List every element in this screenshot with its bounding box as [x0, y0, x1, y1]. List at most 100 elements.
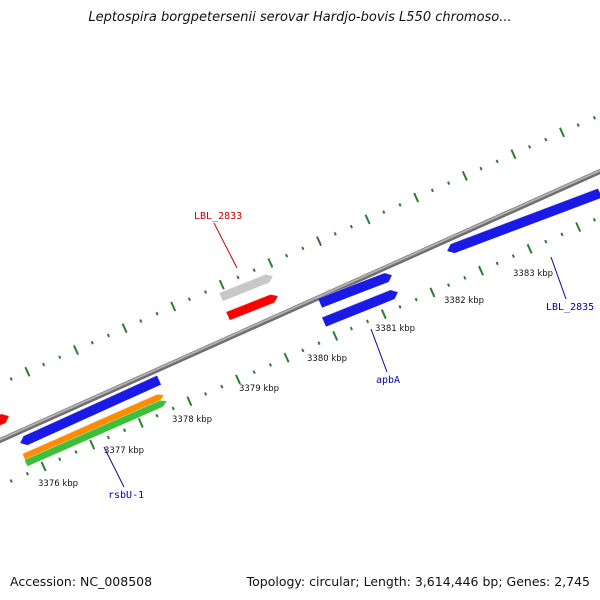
- tick-minor: [560, 232, 564, 237]
- gene-label-leader: [103, 446, 125, 488]
- tick-minor: [479, 166, 483, 171]
- gene-blue-left-sheen: [19, 374, 158, 444]
- gene-features: [0, 187, 600, 467]
- tick-minor: [430, 188, 434, 193]
- tick-major: [461, 170, 468, 181]
- tick-labels: 3376 kbp 3377 kbp 3378 kbp 3379 kbp 3380 kbp…: [38, 269, 553, 489]
- tick-major: [137, 417, 144, 428]
- tick-minor: [349, 326, 353, 331]
- gene-label-leader: [370, 328, 388, 373]
- tick-minor: [495, 261, 499, 266]
- tick-minor: [139, 319, 143, 323]
- tick-label: 3382 kbp: [444, 296, 484, 306]
- tick-minor: [333, 232, 337, 236]
- tick-major: [380, 309, 387, 320]
- tick-minor: [511, 254, 515, 258]
- gene-label: LBL_2835: [546, 302, 594, 313]
- gene-lbl-2835: [447, 188, 600, 254]
- tick-minor: [42, 362, 46, 367]
- tick-major: [24, 366, 31, 377]
- tick-label: 3378 kbp: [172, 415, 212, 425]
- tick-minor: [592, 217, 596, 222]
- tick-minor: [398, 305, 402, 309]
- gene-rsbu-1-sheen: [24, 399, 168, 461]
- tick-major: [186, 396, 193, 407]
- map-title: Leptospira borgpetersenii serovar Hardjo…: [88, 10, 512, 25]
- tick-minor: [220, 384, 224, 389]
- tick-minor: [382, 210, 386, 215]
- tick-major: [121, 323, 128, 334]
- tick-minor: [106, 435, 110, 440]
- tick-label: 3383 kbp: [513, 269, 553, 279]
- tick-label: 3380 kbp: [307, 354, 347, 364]
- tick-label: 3381 kbp: [375, 324, 415, 334]
- gene-lbl-2833-gray: [219, 274, 273, 302]
- tick-minor: [236, 275, 240, 280]
- tick-minor: [25, 471, 29, 476]
- gene-label-leader: [550, 256, 567, 300]
- tick-minor: [447, 283, 451, 287]
- tick-minor: [155, 311, 159, 316]
- tick-minor: [495, 159, 499, 164]
- tick-major: [429, 287, 436, 298]
- tick-minor: [317, 341, 321, 346]
- tick-minor: [398, 203, 402, 207]
- tick-major: [218, 279, 225, 290]
- tick-major: [559, 127, 565, 138]
- tick-major: [575, 222, 582, 233]
- gene-label: apbA: [376, 375, 400, 386]
- tick-major: [364, 214, 371, 225]
- tick-minor: [544, 137, 548, 142]
- tick-minor: [9, 479, 13, 483]
- tick-minor: [268, 363, 272, 367]
- tick-minor: [9, 377, 13, 381]
- tick-label: 3379 kbp: [239, 384, 279, 394]
- gene-blue-left: [20, 375, 162, 446]
- gene-red-edge: [0, 413, 9, 426]
- tick-major: [170, 301, 177, 312]
- gene-rsbu-1: [24, 400, 168, 467]
- tick-major: [526, 243, 533, 254]
- tick-minor: [414, 297, 418, 302]
- tick-major: [235, 374, 241, 385]
- tick-minor: [447, 181, 451, 185]
- gene-orange-sheen: [22, 393, 165, 455]
- tick-minor: [187, 297, 191, 302]
- tick-major: [413, 192, 420, 203]
- chromosome-backbone: [0, 168, 600, 444]
- accession-text: Accession: NC_008508: [10, 574, 153, 589]
- gene-upper-blue: [317, 272, 392, 308]
- gene-label-leader: [213, 222, 238, 269]
- tick-minor: [528, 144, 532, 149]
- inner-tick-track: [9, 217, 596, 483]
- tick-major: [510, 149, 517, 160]
- gene-apba-sheen: [321, 289, 399, 318]
- tick-label: 3377 kbp: [104, 446, 144, 456]
- tick-major: [40, 461, 47, 472]
- gene-apba: [321, 289, 398, 327]
- gene-label: rsbU-1: [108, 490, 144, 501]
- gene-upper-blue-sheen: [317, 272, 393, 299]
- tick-major: [316, 236, 322, 247]
- tick-minor: [349, 224, 353, 229]
- gene-lbl-2833: [226, 294, 278, 321]
- tick-label: 3376 kbp: [38, 479, 78, 489]
- tick-minor: [123, 428, 127, 433]
- tick-major: [73, 344, 79, 355]
- tick-minor: [592, 115, 596, 120]
- tick-minor: [155, 413, 159, 418]
- tick-major: [478, 265, 484, 276]
- tick-minor: [576, 123, 580, 127]
- tick-major: [332, 330, 339, 341]
- gene-orange: [22, 394, 165, 461]
- gene-label: LBL_2833: [194, 211, 242, 222]
- tick-minor: [252, 268, 256, 273]
- tick-minor: [252, 370, 256, 375]
- tick-minor: [58, 457, 62, 462]
- tick-major: [267, 257, 274, 268]
- gene-labels: LBL_2833 apbA LBL_2835 rsbU-1: [103, 211, 594, 501]
- tick-minor: [58, 355, 62, 360]
- tick-minor: [285, 253, 289, 258]
- tick-minor: [171, 406, 175, 411]
